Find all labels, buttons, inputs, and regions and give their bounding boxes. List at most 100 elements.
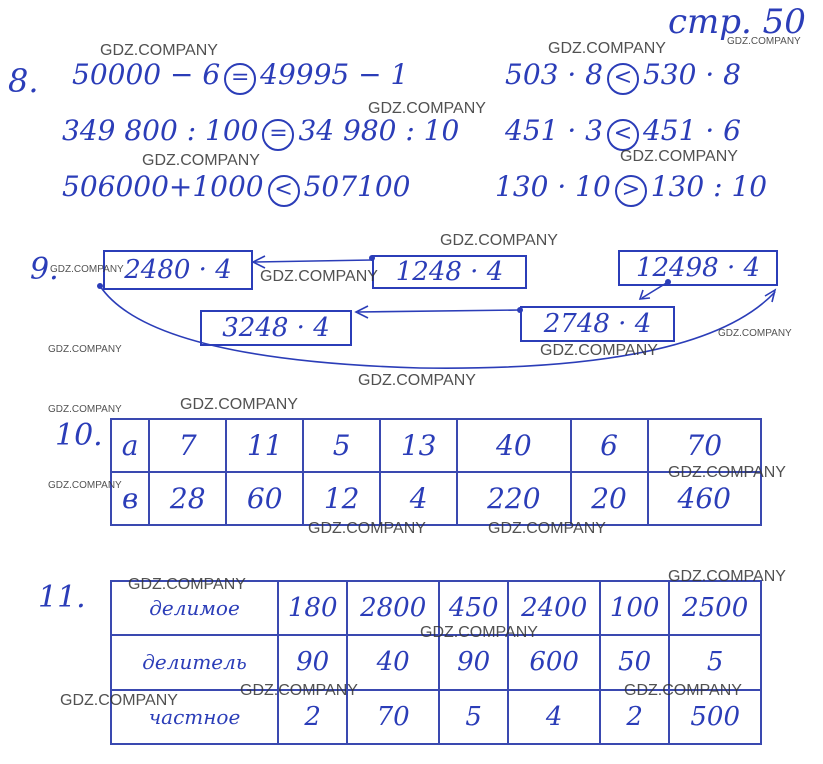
right-side: 451 · 6 bbox=[642, 114, 741, 147]
table-cell: 2500 bbox=[668, 579, 762, 637]
comparison-sign: < bbox=[267, 175, 300, 207]
left-side: 506000+1000 bbox=[62, 170, 264, 203]
row-header: делитель bbox=[110, 634, 279, 691]
expression: 506000+1000 <507100 bbox=[62, 170, 411, 207]
expression: 503 · 8 <530 · 8 bbox=[505, 58, 741, 95]
expression: 50000 − 6 = 49995 − 1 bbox=[72, 58, 408, 95]
table-cell: a bbox=[109, 418, 151, 473]
watermark: GDZ.COMPANY bbox=[48, 480, 122, 491]
watermark: GDZ.COMPANY bbox=[488, 520, 606, 537]
table-cell: 2 bbox=[598, 688, 671, 746]
table-cell: 20 bbox=[569, 471, 649, 526]
table-cell: 40 bbox=[456, 418, 572, 473]
comparison-sign: > bbox=[614, 175, 647, 207]
watermark: GDZ.COMPANY bbox=[620, 148, 738, 165]
left-side: 503 · 8 bbox=[505, 58, 603, 91]
table-cell: 40 bbox=[346, 634, 440, 691]
left-side: 349 800 : 100 bbox=[62, 114, 259, 147]
table-cell: 90 bbox=[437, 634, 510, 691]
page-label: стр. 50 bbox=[668, 2, 806, 42]
watermark: GDZ.COMPANY bbox=[440, 232, 558, 249]
expression-box: 2480 · 4 bbox=[103, 250, 253, 290]
watermark: GDZ.COMPANY bbox=[358, 372, 476, 389]
watermark: GDZ.COMPANY bbox=[142, 152, 260, 169]
task-number: 8. bbox=[8, 62, 39, 100]
watermark: GDZ.COMPANY bbox=[180, 396, 298, 413]
table-cell: 7 bbox=[148, 418, 228, 473]
table-cell: 180 bbox=[276, 579, 349, 637]
table-cell: 6 bbox=[569, 418, 649, 473]
table-cell: в bbox=[109, 471, 151, 526]
table-cell: 460 bbox=[646, 471, 762, 526]
row-header: частное bbox=[110, 688, 279, 746]
table-row: делимое 180 2800 450 2400 100 2500 bbox=[110, 579, 762, 637]
watermark: GDZ.COMPANY bbox=[718, 328, 792, 339]
table-cell: 50 bbox=[598, 634, 671, 691]
left-side: 451 · 3 bbox=[505, 114, 603, 147]
expression-box: 3248 · 4 bbox=[200, 310, 352, 346]
arrow-head bbox=[251, 255, 266, 269]
table-cell: 4 bbox=[379, 471, 459, 526]
table-cell: 500 bbox=[668, 688, 762, 746]
table-cell: 4 bbox=[507, 688, 601, 746]
comparison-sign: < bbox=[606, 63, 639, 95]
watermark: GDZ.COMPANY bbox=[540, 342, 658, 359]
arrow-head bbox=[764, 288, 777, 303]
watermark: GDZ.COMPANY bbox=[420, 624, 538, 641]
table-cell: 600 bbox=[507, 634, 601, 691]
table-cell: 90 bbox=[276, 634, 349, 691]
watermark: GDZ.COMPANY bbox=[668, 568, 786, 585]
table-cell: 5 bbox=[668, 634, 762, 691]
table-cell: 220 bbox=[456, 471, 572, 526]
right-side: 49995 − 1 bbox=[260, 58, 409, 91]
table-cell: 5 bbox=[437, 688, 510, 746]
table-cell: 2 bbox=[276, 688, 349, 746]
left-side: 50000 − 6 bbox=[72, 58, 221, 91]
watermark: GDZ.COMPANY bbox=[60, 692, 178, 709]
expression-box: 12498 · 4 bbox=[618, 250, 778, 286]
arrow-curve bbox=[99, 285, 776, 369]
watermark: GDZ.COMPANY bbox=[48, 404, 122, 415]
dot bbox=[97, 283, 103, 289]
task-number: 10. bbox=[55, 418, 103, 453]
table-cell: 5 bbox=[302, 418, 382, 473]
expression: 349 800 : 100 = 34 980 : 10 bbox=[62, 114, 459, 151]
table: делимое 180 2800 450 2400 100 2500 делитель 90 40… bbox=[110, 579, 762, 746]
table-cell: 70 bbox=[646, 418, 762, 473]
table-row: частное 2 70 5 4 2 500 bbox=[110, 688, 762, 746]
table-row: делитель 90 40 90 600 50 5 bbox=[110, 634, 762, 691]
watermark: GDZ.COMPANY bbox=[260, 268, 378, 285]
right-side: 507100 bbox=[303, 170, 411, 203]
table-cell: 13 bbox=[379, 418, 459, 473]
task-number: 9. bbox=[30, 252, 59, 287]
expression: 130 · 10 >130 : 10 bbox=[495, 170, 767, 207]
table-cell: 11 bbox=[225, 418, 305, 473]
arrow-line bbox=[357, 309, 521, 313]
watermark: GDZ.COMPANY bbox=[368, 100, 486, 117]
table-cell: 28 bbox=[148, 471, 228, 526]
watermark: GDZ.COMPANY bbox=[128, 576, 246, 593]
arrow-head bbox=[638, 289, 651, 300]
task-number: 11. bbox=[38, 580, 86, 615]
table-cell: 12 bbox=[302, 471, 382, 526]
comparison-sign: < bbox=[606, 119, 639, 151]
arrow-head bbox=[354, 305, 369, 319]
table-cell: 2400 bbox=[507, 579, 601, 637]
dot bbox=[665, 279, 671, 285]
table-cell: 2800 bbox=[346, 579, 440, 637]
table-cell: 450 bbox=[437, 579, 510, 637]
watermark: GDZ.COMPANY bbox=[727, 36, 801, 47]
watermark: GDZ.COMPANY bbox=[624, 682, 742, 699]
watermark: GDZ.COMPANY bbox=[100, 42, 218, 59]
right-side: 130 : 10 bbox=[650, 170, 768, 203]
expression: 451 · 3 <451 · 6 bbox=[505, 114, 741, 151]
expression-box: 1248 · 4 bbox=[372, 255, 527, 289]
right-side: 530 · 8 bbox=[642, 58, 741, 91]
watermark: GDZ.COMPANY bbox=[308, 520, 426, 537]
table-cell: 100 bbox=[598, 579, 671, 637]
arrow-line bbox=[254, 259, 373, 263]
right-side: 34 980 : 10 bbox=[298, 114, 460, 147]
table-row: a 7 11 5 13 40 6 70 bbox=[109, 418, 762, 473]
table-cell: 60 bbox=[225, 471, 305, 526]
